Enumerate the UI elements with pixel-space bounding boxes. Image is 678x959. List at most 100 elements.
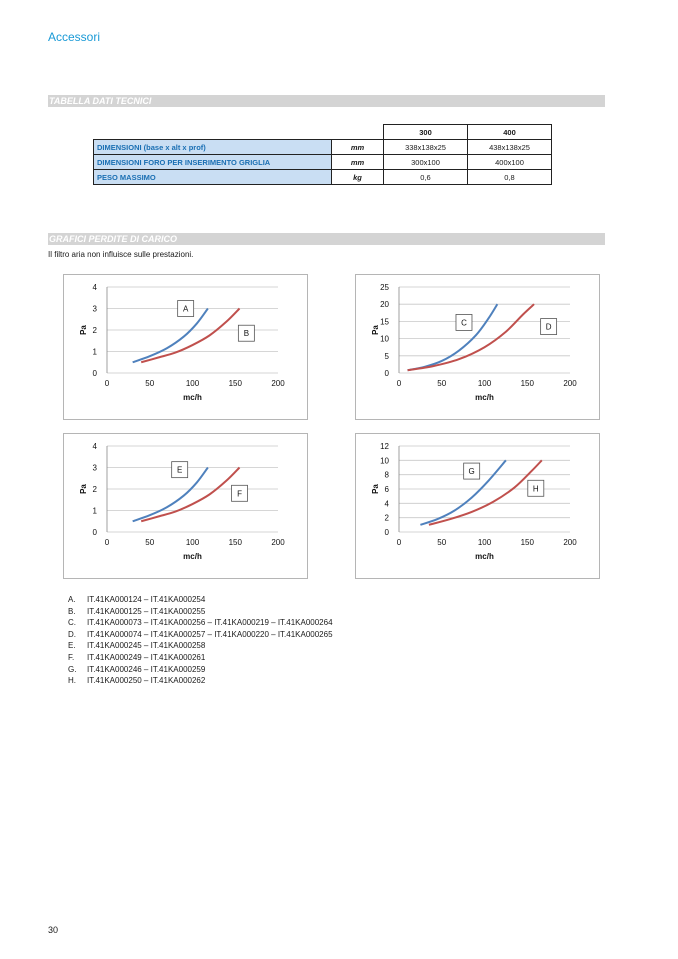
list-item: B. IT.41KA000125 – IT.41KA000255 (68, 606, 333, 618)
x-axis-label: mc/h (475, 393, 494, 402)
list-item: D. IT.41KA000074 – IT.41KA000257 – IT.41K… (68, 629, 333, 641)
series-label-box (171, 461, 189, 479)
series-label-box (231, 484, 248, 502)
row-unit: mm (331, 154, 384, 170)
y-tick-label: 10 (380, 456, 389, 465)
list-item-text: IT.41KA000250 – IT.41KA000262 (87, 676, 206, 686)
section-title-charts: GRAFICI PERDITE DI CARICO (49, 234, 178, 244)
list-item: E. IT.41KA000245 – IT.41KA000258 (68, 640, 333, 652)
table-row: DIMENSIONI FORO PER INSERIMENTO GRIGLIA … (93, 154, 552, 170)
chart-svg-cd: 0 5 10 15 20 25 0 50 100 150 200 mc/h Pa C D (371, 283, 577, 402)
y-tick-label: 4 (93, 283, 98, 292)
section-title-tech-data: TABELLA DATI TECNICI (49, 96, 152, 106)
series-line-e (132, 466, 209, 523)
tech-data-table: 300 400 DIMENSIONI (base x alt x prof) m… (93, 124, 552, 185)
y-tick-label: 0 (93, 369, 98, 378)
list-item: H. IT.41KA000250 – IT.41KA000262 (68, 675, 333, 687)
section-bar-charts: GRAFICI PERDITE DI CARICO (48, 233, 605, 245)
row-label: PESO MASSIMO (93, 169, 332, 185)
row-label: DIMENSIONI FORO PER INSERIMENTO GRIGLIA (93, 154, 332, 170)
chart-svg-gh: 0 2 4 6 8 10 12 0 50 100 150 200 mc/h Pa G H (371, 442, 577, 561)
y-tick-label: 3 (93, 464, 98, 473)
table-cell: 400x100 (467, 154, 552, 170)
chart-svg-ab: 0 1 2 3 4 0 50 100 150 200 mc/h Pa A B (79, 283, 285, 402)
chart-pressure-loss-cd: 0 5 10 15 20 25 0 50 100 150 200 mc/h Pa C D (355, 274, 600, 420)
x-tick-label: 100 (186, 538, 200, 547)
page-number: 30 (48, 925, 59, 935)
y-tick-label: 8 (385, 471, 390, 480)
x-axis-label: mc/h (475, 552, 494, 561)
row-label: DIMENSIONI (base x alt x prof) (93, 139, 332, 155)
list-item-text: IT.41KA000073 – IT.41KA000256 – IT.41KA0… (87, 618, 333, 628)
table-cell: 338x138x25 (383, 139, 468, 155)
row-unit: kg (331, 169, 384, 185)
y-axis-label: Pa (371, 484, 380, 494)
list-item-letter: B. (68, 606, 76, 616)
list-item-letter: A. (68, 595, 76, 604)
series-label-d: D (546, 323, 552, 332)
table-row: DIMENSIONI (base x alt x prof) mm 338x13… (93, 139, 552, 155)
x-tick-label: 150 (229, 379, 243, 388)
list-item: C. IT.41KA000073 – IT.41KA000256 – IT.41K… (68, 617, 333, 629)
page-header-title: Accessori (48, 30, 101, 44)
column-header: 300 (383, 124, 468, 140)
y-tick-label: 10 (380, 335, 389, 344)
table-cell: 0,8 (467, 169, 552, 185)
x-tick-label: 0 (397, 379, 402, 388)
x-tick-label: 50 (437, 538, 446, 547)
x-tick-label: 0 (397, 538, 402, 547)
chart-pressure-loss-ab: 0 1 2 3 4 0 50 100 150 200 mc/h Pa A B (63, 274, 308, 420)
series-label-box (527, 479, 545, 497)
list-item-text: IT.41KA000249 – IT.41KA000261 (87, 652, 206, 662)
y-tick-label: 2 (93, 326, 98, 335)
y-tick-label: 20 (380, 300, 389, 309)
table-cell: 438x138x25 (467, 139, 552, 155)
series-label-e: E (177, 466, 182, 475)
list-item-text: IT.41KA000246 – IT.41KA000259 (87, 664, 206, 674)
x-tick-label: 100 (478, 379, 492, 388)
list-item-text: IT.41KA000124 – IT.41KA000254 (87, 595, 206, 604)
series-label-c: C (461, 318, 467, 327)
chart-svg-ef: 0 1 2 3 4 0 50 100 150 200 mc/h Pa E F (79, 442, 285, 561)
list-item-text: IT.41KA000245 – IT.41KA000258 (87, 641, 206, 651)
y-axis-label: Pa (79, 484, 88, 494)
series-line-d (407, 303, 535, 372)
y-tick-label: 4 (385, 499, 390, 508)
series-label-a: A (183, 305, 189, 314)
series-label-h: H (533, 484, 539, 493)
y-tick-label: 5 (385, 352, 390, 361)
y-tick-label: 0 (385, 369, 390, 378)
y-tick-label: 2 (93, 485, 98, 494)
x-tick-label: 100 (478, 538, 492, 547)
x-tick-label: 0 (105, 379, 110, 388)
series-label-f: F (237, 489, 242, 498)
y-tick-label: 1 (93, 507, 98, 516)
x-tick-label: 50 (145, 538, 154, 547)
series-line-a (132, 307, 209, 364)
series-label-b: B (244, 329, 249, 338)
chart-pressure-loss-gh: 0 2 4 6 8 10 12 0 50 100 150 200 mc/h Pa G H (355, 433, 600, 579)
y-tick-label: 6 (385, 485, 390, 494)
x-tick-label: 200 (271, 379, 285, 388)
product-code-list: A. IT.41KA000124 – IT.41KA000254 B. IT.41K… (68, 594, 333, 687)
x-tick-label: 200 (563, 379, 577, 388)
list-item-letter: H. (68, 676, 76, 686)
x-tick-label: 0 (105, 538, 110, 547)
y-tick-label: 0 (93, 528, 98, 537)
series-label-g: G (469, 467, 475, 476)
list-item-letter: D. (68, 629, 76, 639)
chart-pressure-loss-ef: 0 1 2 3 4 0 50 100 150 200 mc/h Pa E F (63, 433, 308, 579)
series-label-box (463, 462, 481, 480)
y-tick-label: 1 (93, 348, 98, 357)
table-cell: 0,6 (383, 169, 468, 185)
x-tick-label: 100 (186, 379, 200, 388)
series-line-b (140, 307, 241, 364)
x-tick-label: 150 (521, 538, 535, 547)
list-item: G. IT.41KA000246 – IT.41KA000259 (68, 664, 333, 676)
list-item-letter: G. (68, 664, 77, 674)
list-item-letter: F. (68, 652, 75, 662)
series-label-box (455, 314, 473, 331)
y-tick-label: 0 (385, 528, 390, 537)
series-line-f (140, 466, 241, 523)
intro-text: Il filtro aria non influisce sulle prest… (48, 250, 194, 259)
